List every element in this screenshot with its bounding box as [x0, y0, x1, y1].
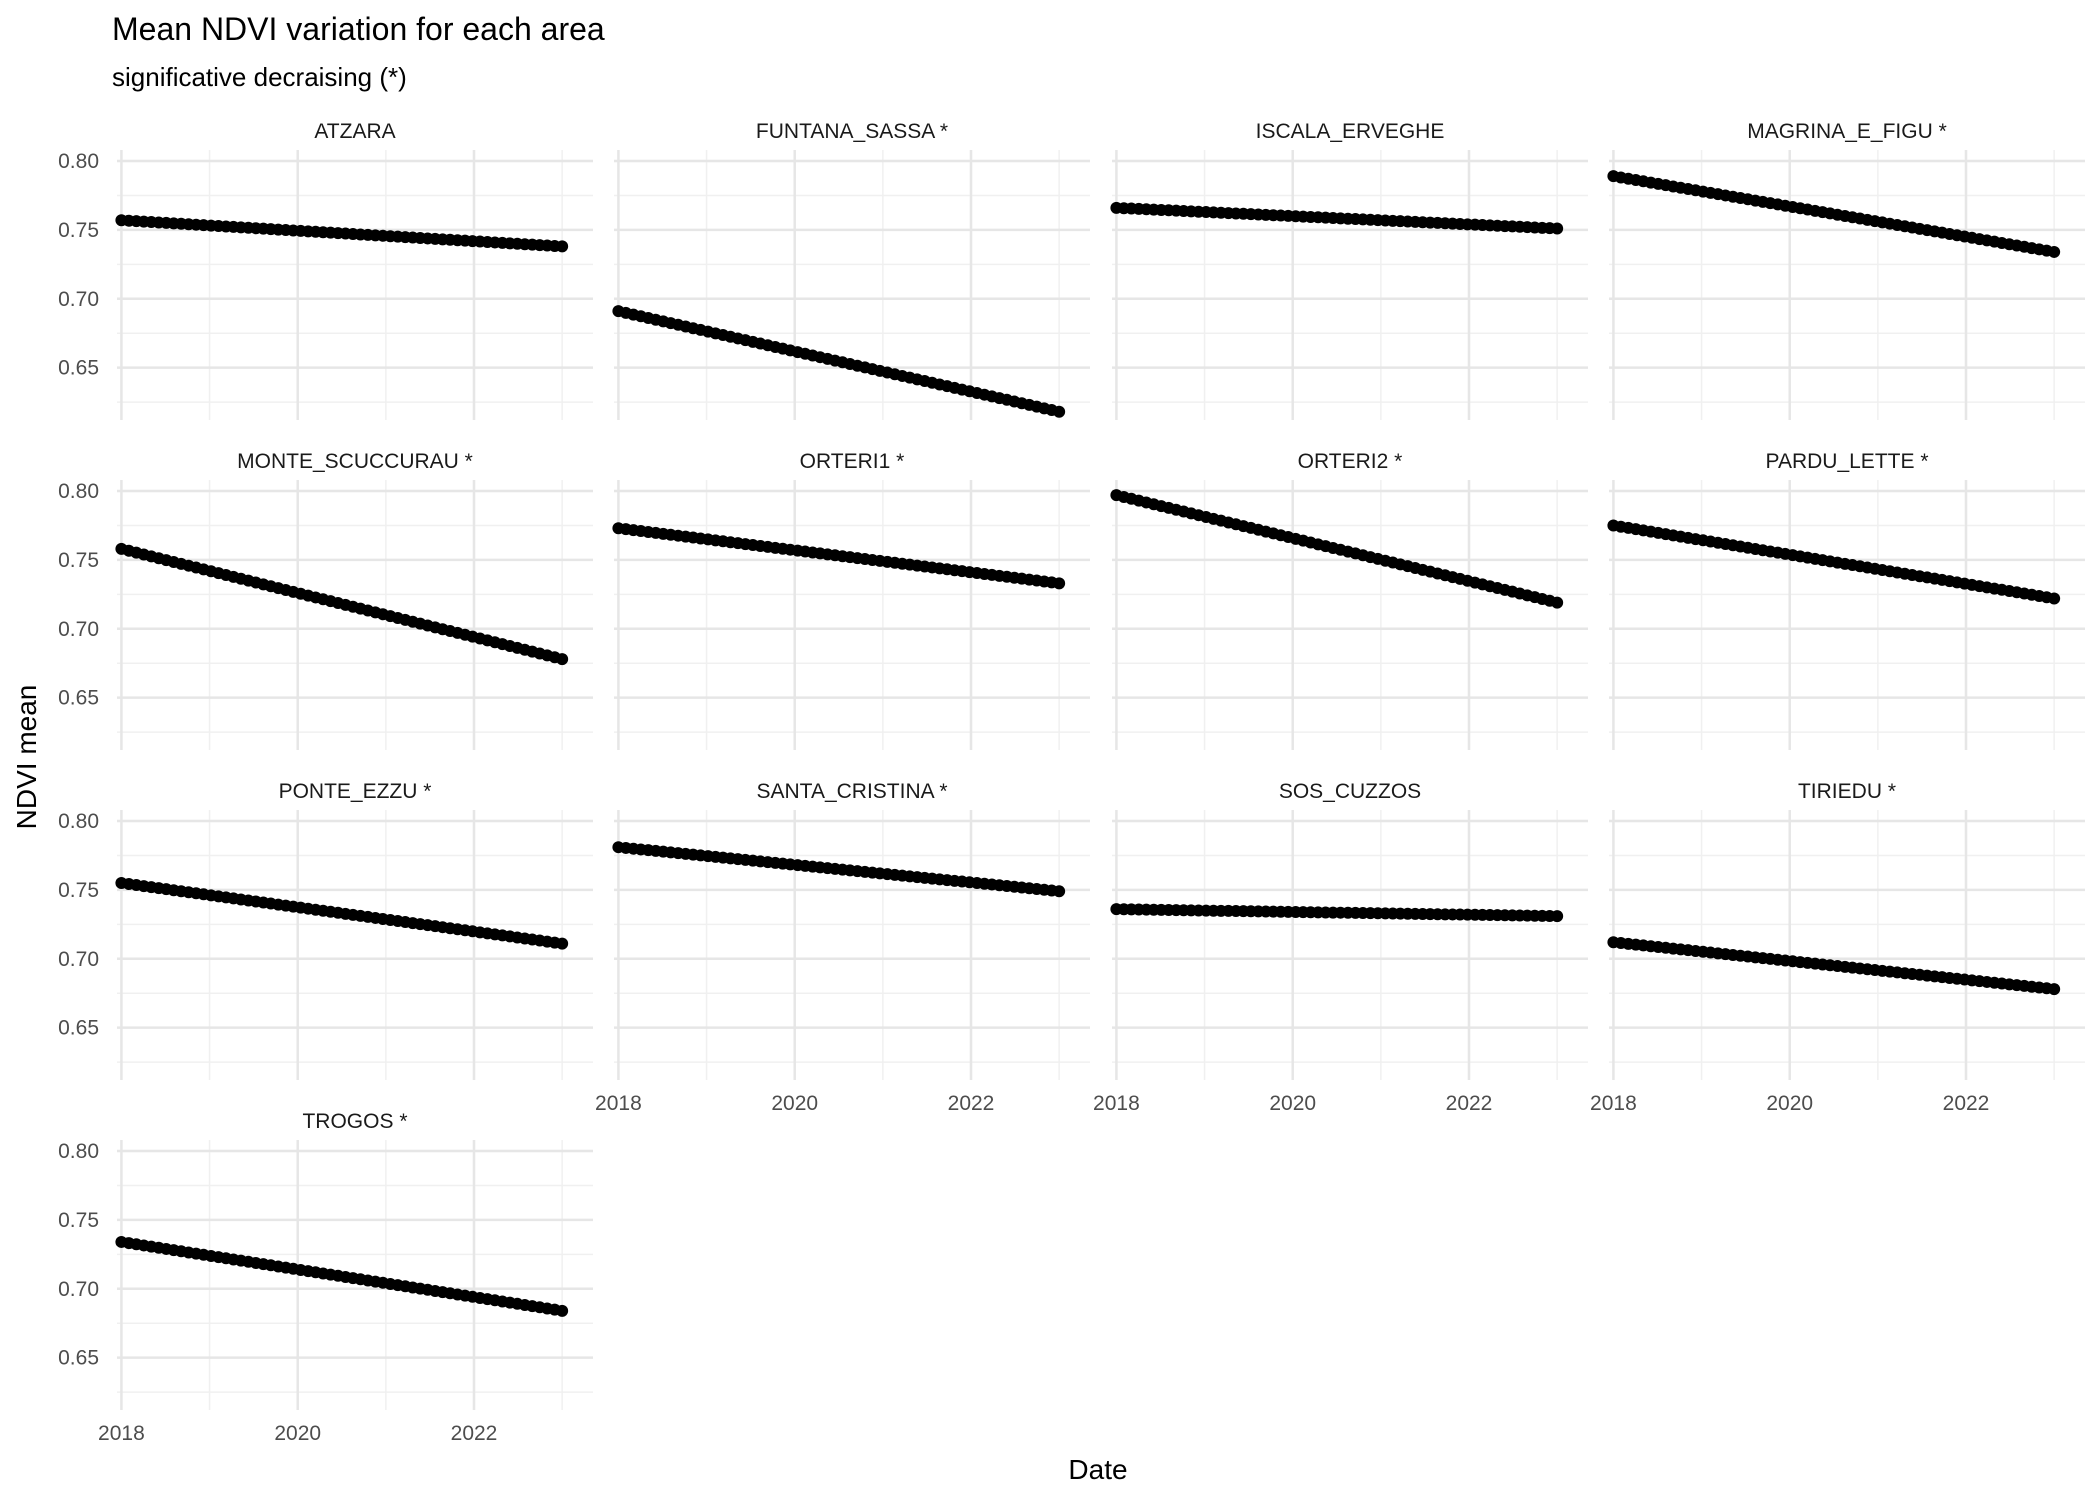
x-axis-label: Date	[1068, 1454, 1127, 1485]
panel: ATZARA 0.65 0.70 0.75 0.80	[58, 120, 593, 420]
y-tick-label: 0.80	[58, 480, 99, 503]
x-tick-label: 2018	[98, 1422, 145, 1445]
x-tick-label: 2020	[1269, 1092, 1316, 1115]
y-tick-label: 0.70	[58, 1278, 99, 1301]
data-point	[1053, 577, 1066, 590]
y-tick-label: 0.70	[58, 948, 99, 971]
y-tick-label: 0.75	[58, 549, 99, 572]
y-tick-label: 0.80	[58, 1140, 99, 1163]
panel-title: SANTA_CRISTINA *	[757, 780, 948, 803]
x-tick-label: 2022	[1943, 1092, 1990, 1115]
y-tick-label: 0.65	[58, 687, 99, 710]
x-tick-label: 2022	[451, 1422, 498, 1445]
panel: TROGOS * 0.65 0.70 0.75 0.80 2018 2020 2022	[58, 1110, 593, 1445]
y-axis-label: NDVI mean	[11, 685, 42, 830]
panel: PARDU_LETTE *	[1607, 450, 2085, 750]
y-tick-label: 0.65	[58, 1347, 99, 1370]
x-tick-label: 2020	[1766, 1092, 1813, 1115]
x-tick-label: 2018	[1093, 1092, 1140, 1115]
x-tick-label: 2020	[274, 1422, 321, 1445]
data-point	[2048, 592, 2061, 605]
panel-title: PONTE_EZZU *	[279, 780, 432, 803]
panel-title: MONTE_SCUCCURAU *	[237, 450, 473, 473]
y-tick-label: 0.70	[58, 288, 99, 311]
panel: SOS_CUZZOS 2018 2020 2022	[1093, 780, 1588, 1115]
y-tick-label: 0.65	[58, 357, 99, 380]
panel-title: FUNTANA_SASSA *	[756, 120, 948, 143]
panel-title: PARDU_LETTE *	[1766, 450, 1929, 473]
data-point	[1053, 885, 1066, 898]
panel: MONTE_SCUCCURAU * 0.65 0.70 0.75 0.80	[58, 450, 593, 750]
y-tick-label: 0.75	[58, 1209, 99, 1232]
panel-title: MAGRINA_E_FIGU *	[1747, 120, 1947, 143]
panel: MAGRINA_E_FIGU *	[1607, 120, 2085, 420]
panel: PONTE_EZZU * 0.65 0.70 0.75 0.80	[58, 780, 593, 1080]
panel: ORTERI2 *	[1110, 450, 1588, 750]
panel-title: SOS_CUZZOS	[1279, 780, 1421, 803]
y-tick-label: 0.75	[58, 879, 99, 902]
x-tick-label: 2022	[948, 1092, 995, 1115]
data-point	[556, 653, 569, 666]
panel-title: ISCALA_ERVEGHE	[1256, 120, 1445, 143]
data-point	[2048, 245, 2061, 258]
x-tick-label: 2020	[771, 1092, 818, 1115]
panel: ORTERI1 *	[612, 450, 1090, 750]
data-point	[1551, 596, 1564, 609]
y-tick-label: 0.80	[58, 150, 99, 173]
panel-title: TIRIEDU *	[1798, 780, 1896, 803]
x-tick-label: 2022	[1446, 1092, 1493, 1115]
panel: SANTA_CRISTINA * 2018 2020 2022	[595, 780, 1090, 1115]
panel: FUNTANA_SASSA *	[612, 120, 1090, 420]
y-tick-label: 0.80	[58, 810, 99, 833]
chart-subtitle: significative decraising (*)	[112, 62, 407, 92]
chart-title: Mean NDVI variation for each area	[112, 11, 605, 47]
data-point	[556, 1304, 569, 1317]
data-point	[1551, 910, 1564, 923]
y-tick-label: 0.65	[58, 1017, 99, 1040]
y-tick-label: 0.75	[58, 219, 99, 242]
data-point	[1053, 405, 1066, 418]
data-point	[2048, 983, 2061, 996]
panel: TIRIEDU * 2018 2020 2022	[1590, 780, 2085, 1115]
panel-title: TROGOS *	[302, 1110, 407, 1133]
panel: ISCALA_ERVEGHE	[1110, 120, 1588, 420]
data-point	[556, 937, 569, 950]
data-point	[556, 240, 569, 253]
y-tick-label: 0.70	[58, 618, 99, 641]
x-tick-label: 2018	[1590, 1092, 1637, 1115]
panel-title: ORTERI1 *	[800, 450, 905, 473]
facet-panels: ATZARA 0.65 0.70 0.75 0.80 FUNTANA_SASSA * ISC…	[58, 120, 2085, 1445]
panel-title: ATZARA	[314, 120, 395, 143]
data-point	[1551, 222, 1564, 235]
x-tick-label: 2018	[595, 1092, 642, 1115]
panel-title: ORTERI2 *	[1298, 450, 1403, 473]
